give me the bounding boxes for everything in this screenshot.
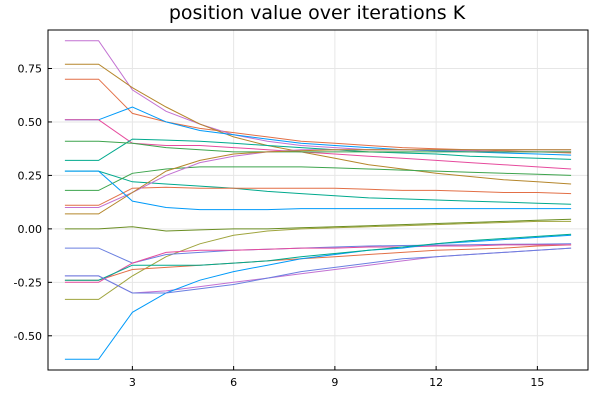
x-tick-label: 9 xyxy=(331,376,338,389)
series-line-17 xyxy=(64,244,572,281)
series-line-3 xyxy=(64,63,572,185)
series-line-9 xyxy=(64,166,572,191)
series-line-7 xyxy=(64,140,572,153)
series-group xyxy=(64,40,572,360)
series-line-19 xyxy=(64,244,572,283)
series-line-1 xyxy=(64,78,572,154)
x-tick-label: 6 xyxy=(230,376,237,389)
series-line-12 xyxy=(64,149,572,215)
series-line-21 xyxy=(64,233,572,281)
plot-frame xyxy=(47,29,589,371)
series-line-10 xyxy=(64,186,572,206)
x-tick-label: 12 xyxy=(429,376,443,389)
x-tick-label: 15 xyxy=(530,376,544,389)
axis-ticks: 3 6 9 12 15 -0.50 -0.25 0.00 0.25 0.50 0.75 xyxy=(14,62,545,389)
series-line-2 xyxy=(64,40,572,153)
series-line-4 xyxy=(64,106,572,156)
series-line-13 xyxy=(64,170,572,211)
y-tick-label: 0.25 xyxy=(18,169,43,182)
x-tick-label: 3 xyxy=(129,376,136,389)
y-tick-label: -0.50 xyxy=(14,330,42,343)
series-line-20 xyxy=(64,234,572,360)
y-tick-label: 0.50 xyxy=(18,116,43,129)
grid-lines xyxy=(48,30,588,370)
series-line-5 xyxy=(64,119,572,170)
series-line-6 xyxy=(64,138,572,161)
series-line-15 xyxy=(64,220,572,300)
y-tick-label: 0.00 xyxy=(18,223,43,236)
chart-title: position value over iterations K xyxy=(169,2,466,24)
series-line-14 xyxy=(64,218,572,232)
series-line-16 xyxy=(64,243,572,264)
series-line-8 xyxy=(64,170,572,205)
series-line-22 xyxy=(64,247,572,294)
y-tick-label: 0.75 xyxy=(18,62,43,75)
y-tick-label: -0.25 xyxy=(14,276,42,289)
